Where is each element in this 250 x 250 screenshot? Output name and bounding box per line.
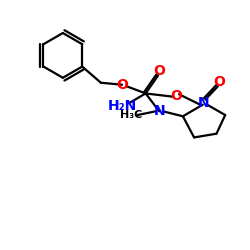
Text: N: N: [154, 104, 165, 118]
Text: O: O: [153, 64, 165, 78]
Text: O: O: [116, 78, 128, 92]
Text: O: O: [170, 88, 182, 102]
Text: H₂N: H₂N: [108, 99, 137, 113]
Text: O: O: [213, 75, 225, 89]
Text: N: N: [198, 96, 210, 110]
Text: H₃C: H₃C: [120, 110, 142, 120]
